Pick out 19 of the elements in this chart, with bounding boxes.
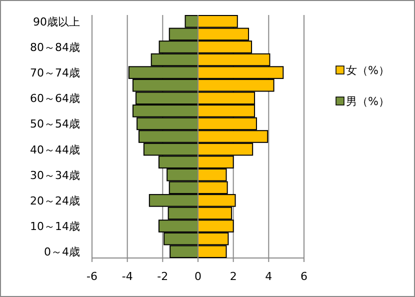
y-tick-label: 20～24歳	[30, 194, 80, 208]
x-tick-label: 0	[194, 270, 202, 283]
y-tick-label: 90歳以上	[33, 15, 80, 28]
x-tick-label: 4	[265, 270, 272, 283]
x-tick-label: 2	[230, 270, 237, 283]
y-tick-label: 70～74歳	[30, 66, 80, 80]
legend-label: 男（%）	[346, 95, 390, 108]
x-tick-label: -4	[122, 270, 133, 283]
legend-label: 女（%）	[346, 64, 390, 77]
y-tick-label: 30～34歳	[30, 168, 80, 182]
y-tick-label: 60～64歳	[30, 92, 80, 106]
y-tick-label: 40～44歳	[30, 143, 80, 156]
y-tick-label: 0～4歳	[44, 246, 80, 259]
y-tick-label: 10～14歳	[30, 220, 80, 234]
x-tick-label: -2	[157, 270, 168, 283]
x-tick-label: 6	[300, 270, 308, 283]
y-tick-label: 50～54歳	[30, 118, 80, 131]
y-tick-label: 80～84歳	[30, 40, 80, 54]
x-tick-label: -6	[86, 270, 98, 283]
